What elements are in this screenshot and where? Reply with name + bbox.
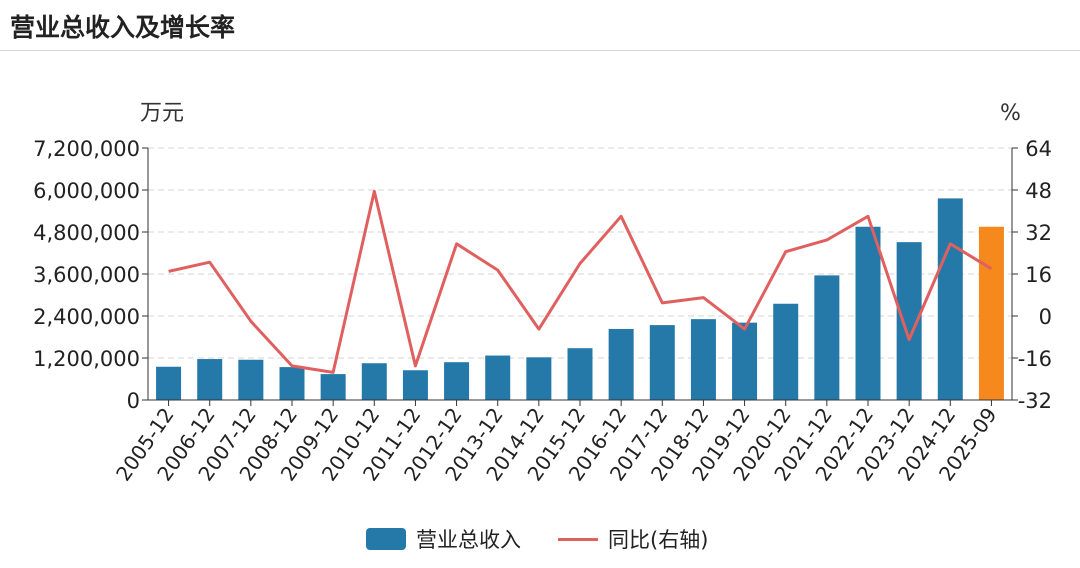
right-axis-unit: % bbox=[1000, 101, 1021, 126]
chart-title: 营业总收入及增长率 bbox=[10, 13, 236, 42]
line-swatch-icon bbox=[558, 537, 598, 541]
grid-lines bbox=[148, 147, 1012, 359]
legend: 营业总收入 同比(右轴) bbox=[0, 524, 1080, 554]
bar[interactable] bbox=[485, 355, 511, 400]
bar[interactable] bbox=[937, 198, 963, 400]
left-tick-label: 1,200,000 bbox=[33, 347, 140, 371]
bar[interactable] bbox=[402, 370, 428, 400]
bar[interactable] bbox=[238, 359, 264, 400]
right-tick-label: -32 bbox=[1018, 389, 1052, 413]
right-tick-label: 32 bbox=[1025, 221, 1052, 245]
bar[interactable] bbox=[690, 319, 716, 400]
bar[interactable] bbox=[567, 348, 593, 400]
legend-label-revenue: 营业总收入 bbox=[416, 528, 521, 552]
bar[interactable] bbox=[814, 275, 840, 400]
right-tick-label: 16 bbox=[1025, 263, 1052, 287]
bar[interactable] bbox=[978, 226, 1004, 400]
bar[interactable] bbox=[608, 328, 634, 400]
bar[interactable] bbox=[444, 362, 470, 400]
right-tick-label: 64 bbox=[1025, 137, 1052, 161]
bar-swatch-icon bbox=[366, 528, 406, 550]
right-tick-label: 48 bbox=[1025, 179, 1052, 203]
line-series bbox=[168, 189, 993, 374]
bar[interactable] bbox=[156, 366, 182, 400]
header: 营业总收入及增长率 bbox=[0, 0, 1080, 51]
revenue-growth-chart: 万元 % 7,200,000 64 6,000,000 48 4,800,000 32 3,… bbox=[33, 101, 1052, 485]
bar[interactable] bbox=[773, 303, 799, 400]
legend-label-growth: 同比(右轴) bbox=[608, 528, 709, 552]
left-tick-label: 2,400,000 bbox=[33, 305, 140, 329]
bar[interactable] bbox=[320, 374, 346, 400]
bar[interactable] bbox=[197, 359, 223, 400]
bar-series bbox=[156, 198, 1004, 400]
legend-item-revenue[interactable]: 营业总收入 bbox=[366, 524, 521, 554]
left-tick-label: 0 bbox=[127, 389, 140, 413]
left-tick-label: 7,200,000 bbox=[33, 137, 140, 161]
legend-item-growth[interactable]: 同比(右轴) bbox=[558, 524, 708, 554]
left-axis-unit: 万元 bbox=[140, 101, 184, 126]
left-tick-label: 3,600,000 bbox=[33, 263, 140, 287]
bar[interactable] bbox=[649, 325, 675, 400]
left-tick-label: 6,000,000 bbox=[33, 179, 140, 203]
bar[interactable] bbox=[526, 357, 552, 400]
bar[interactable] bbox=[855, 226, 881, 400]
right-tick-label: 0 bbox=[1039, 305, 1052, 329]
bar[interactable] bbox=[279, 367, 305, 400]
bar[interactable] bbox=[361, 363, 387, 400]
bar[interactable] bbox=[732, 322, 758, 400]
right-tick-label: -16 bbox=[1018, 347, 1052, 371]
growth-line[interactable] bbox=[168, 189, 993, 374]
left-tick-label: 4,800,000 bbox=[33, 221, 140, 245]
